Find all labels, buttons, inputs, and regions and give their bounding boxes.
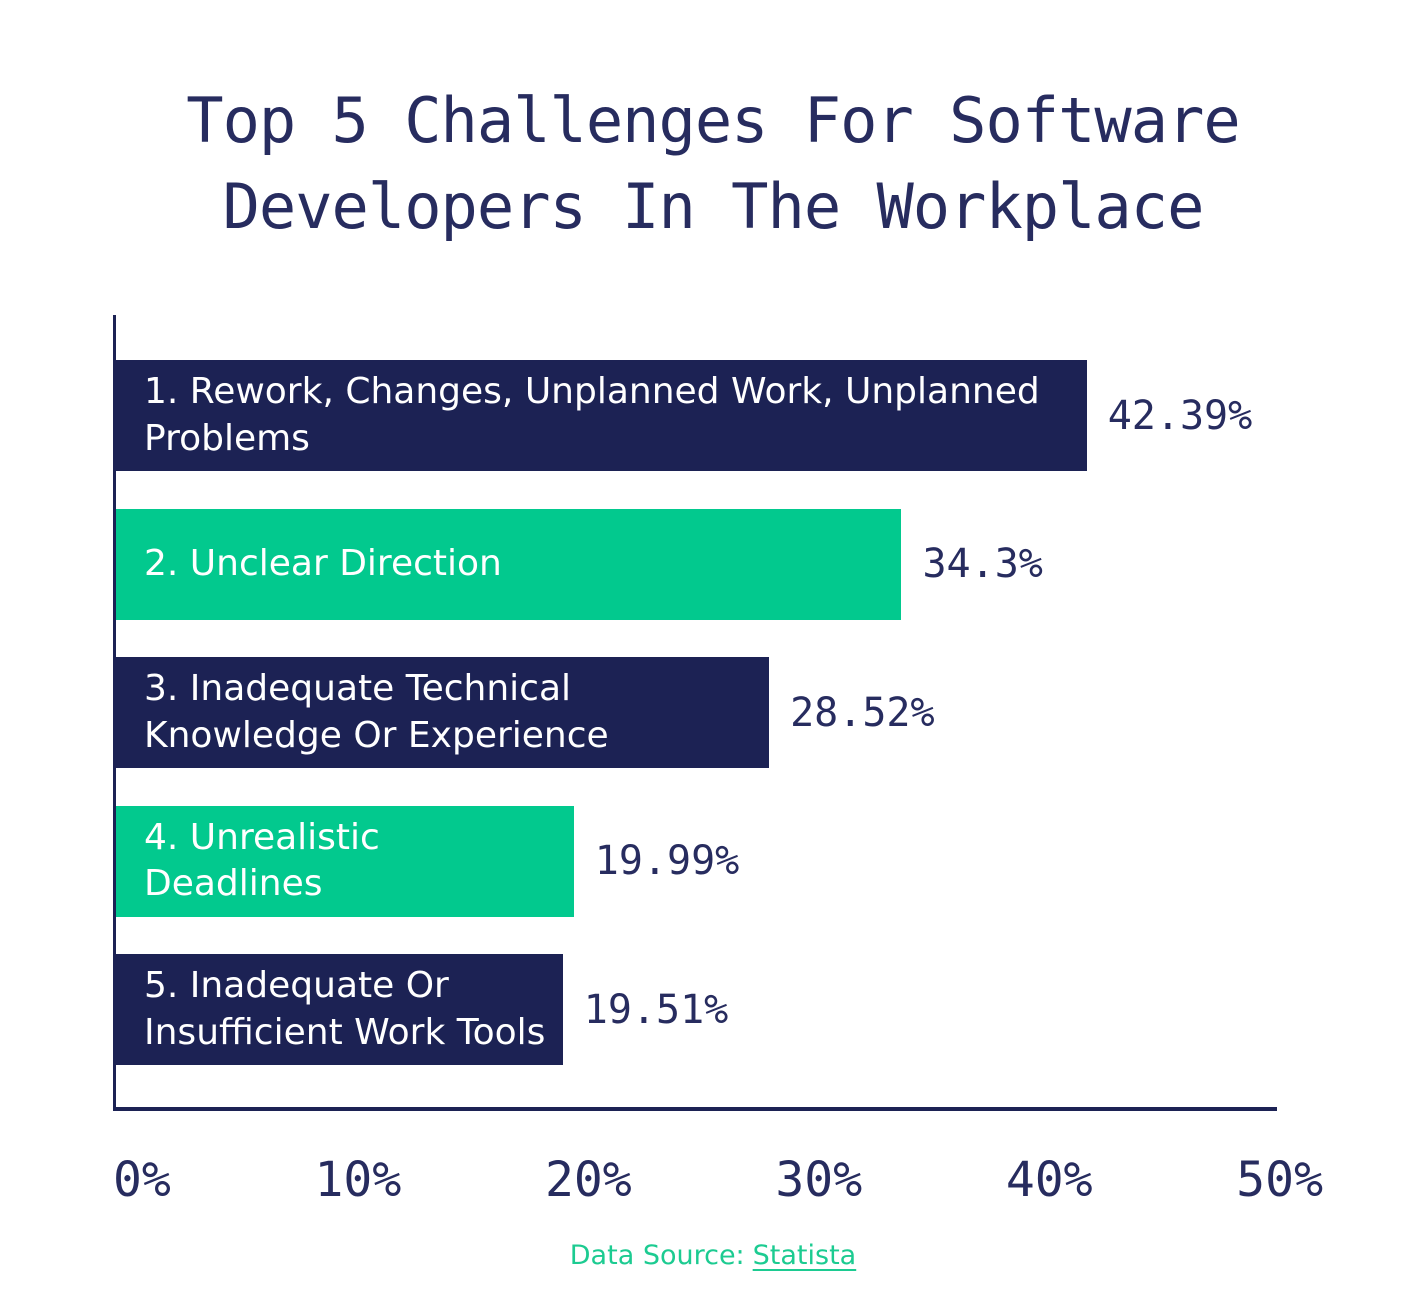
- bar: 1. Rework, Changes, Unplanned Work, Unpl…: [116, 360, 1087, 471]
- bar-row: 4. Unrealistic Deadlines 19.99%: [116, 805, 1261, 917]
- bar-value-label: 19.51%: [583, 986, 729, 1033]
- bar-label: 5. Inadequate Or Insufficient Work Tools: [144, 965, 546, 1053]
- data-source-label: Data Source:: [569, 1240, 745, 1271]
- bars-container: 1. Rework, Changes, Unplanned Work, Unpl…: [116, 360, 1261, 1103]
- bar-row: 5. Inadequate Or Insufficient Work Tools…: [116, 954, 1261, 1065]
- x-axis-line: [113, 1107, 1277, 1111]
- bar-row: 1. Rework, Changes, Unplanned Work, Unpl…: [116, 360, 1261, 471]
- bar-value-label: 28.52%: [790, 689, 935, 736]
- bar-label: 3. Inadequate Technical Knowledge Or Exp…: [144, 668, 609, 756]
- bar: 5. Inadequate Or Insufficient Work Tools: [116, 954, 563, 1065]
- x-tick-label: 10%: [314, 1152, 402, 1208]
- y-axis-line: [113, 315, 116, 1111]
- bar-row: 2. Unclear Direction 34.3%: [116, 508, 1261, 620]
- bar-value-label: 42.39%: [1107, 392, 1253, 439]
- page-title: Top 5 Challenges For Software Developers…: [186, 84, 1241, 243]
- statista-link[interactable]: Statista: [752, 1240, 857, 1271]
- bar: 3. Inadequate Technical Knowledge Or Exp…: [116, 657, 770, 768]
- bar-value-label: 34.3%: [922, 541, 1043, 587]
- bar-row: 3. Inadequate Technical Knowledge Or Exp…: [116, 657, 1261, 768]
- x-tick-label: 40%: [1005, 1152, 1093, 1208]
- x-tick-label: 20%: [544, 1152, 632, 1208]
- x-tick-label: 50%: [1236, 1152, 1323, 1208]
- x-tick-label: 30%: [775, 1152, 863, 1208]
- x-tick-label: 0%: [113, 1152, 171, 1208]
- bar-value-label: 19.99%: [594, 838, 740, 884]
- data-source: Data Source: Statista: [0, 1240, 1426, 1271]
- bar-label: 4. Unrealistic Deadlines: [144, 816, 380, 904]
- bar: 4. Unrealistic Deadlines: [116, 805, 574, 917]
- bar-label: 2. Unclear Direction: [144, 542, 502, 584]
- bar-label: 1. Rework, Changes, Unplanned Work, Unpl…: [144, 371, 1040, 459]
- x-axis-ticks: 0% 10% 20% 30% 40% 50%: [113, 1152, 1323, 1208]
- bar: 2. Unclear Direction: [116, 508, 902, 620]
